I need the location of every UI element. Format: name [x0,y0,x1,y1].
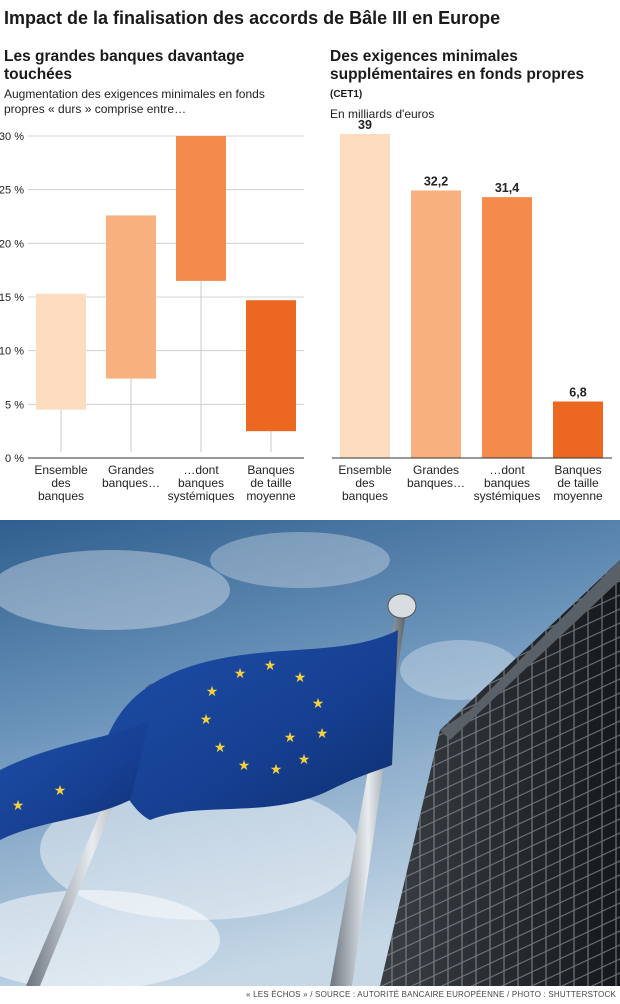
eu-flag-illustration: ★ ★★ ★★★ ★★★ ★★★ ★★ [0,520,620,986]
left-chart-header: Les grandes banques davantage touchées A… [4,48,304,117]
right-value-bar [411,190,461,458]
svg-text:★: ★ [200,711,213,727]
svg-text:★: ★ [264,657,277,673]
left-category-label: systémiques [168,489,235,503]
right-value-label: 6,8 [569,386,586,400]
left-category-label: Ensemble [34,463,88,477]
main-title: Impact de la finalisation des accords de… [4,8,501,28]
right-chart-header: Des exigences minimales supplémentaires … [330,48,620,122]
left-category-label: Grandes [108,463,154,477]
left-range-bar [106,215,156,379]
right-value-bar [482,197,532,458]
svg-text:★: ★ [206,683,219,699]
right-category-label: banques [484,476,530,490]
eu-flag-photo: ★ ★ ★ ★ ★ ★ ★ ★ ★ ★ ★ ★ ★ ★ [0,520,620,986]
right-value-label: 31,4 [495,181,519,195]
source-footer: « LES ÉCHOS » / SOURCE : AUTORITÉ BANCAI… [246,990,616,999]
left-category-label: banques [38,489,84,503]
left-category-label: moyenne [246,489,296,503]
left-category-label: banques [178,476,224,490]
svg-text:★: ★ [270,761,283,777]
right-category-label: moyenne [553,489,603,503]
left-category-label: banques… [102,476,160,490]
charts-canvas: 0 %5 %10 %15 %20 %25 %30 %Ensembledesban… [0,118,612,503]
right-chart-subtitle: En milliards d'euros [330,107,435,121]
svg-text:★: ★ [298,751,311,767]
left-range-bar [176,136,226,281]
right-value-bar [340,134,390,458]
right-value-bar [553,401,603,458]
right-chart-title-suffix: (CET1) [330,89,363,100]
right-category-label: des [355,476,374,490]
svg-text:★: ★ [214,739,227,755]
left-category-label: Banques [247,463,294,477]
svg-text:★: ★ [54,782,67,798]
svg-text:★: ★ [316,725,329,741]
right-category-label: Ensemble [338,463,392,477]
svg-text:★: ★ [312,695,325,711]
right-category-label: Banques [554,463,601,477]
left-y-tick-label: 30 % [0,131,24,143]
left-range-bar [246,300,296,432]
left-y-tick-label: 25 % [0,185,24,197]
svg-text:★: ★ [238,757,251,773]
svg-text:★: ★ [12,797,25,813]
svg-text:★: ★ [284,729,297,745]
right-category-label: banques… [407,476,465,490]
right-chart-title: Des exigences minimales supplémentaires … [330,48,620,104]
left-range-bar [36,293,86,410]
left-category-label: de taille [250,476,292,490]
left-category-label: …dont [183,463,219,477]
left-y-tick-label: 10 % [0,346,24,358]
right-category-label: …dont [489,463,525,477]
left-chart-title: Les grandes banques davantage touchées [4,48,245,83]
left-chart-subtitle: Augmentation des exigences minimales en … [4,87,265,116]
left-y-tick-label: 0 % [5,453,24,465]
svg-text:★: ★ [294,669,307,685]
left-y-tick-label: 5 % [5,399,24,411]
left-y-tick-label: 20 % [0,238,24,250]
right-category-label: systémiques [474,489,541,503]
right-chart-title-text: Des exigences minimales supplémentaires … [330,48,585,83]
right-value-label: 39 [358,118,372,132]
right-category-label: banques [342,489,388,503]
right-value-label: 32,2 [424,174,448,188]
left-category-label: des [51,476,70,490]
right-category-label: Grandes [413,463,459,477]
left-y-tick-label: 15 % [0,292,24,304]
right-category-label: de taille [557,476,599,490]
svg-text:★: ★ [234,665,247,681]
